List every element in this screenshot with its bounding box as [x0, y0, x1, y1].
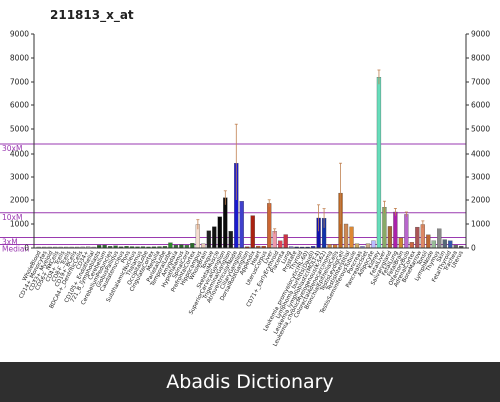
- y-tick-label-right: 8000: [471, 54, 490, 63]
- tissue-label: Lung: [281, 250, 293, 265]
- y-tick-label-left: 5000: [10, 125, 29, 134]
- bar: [327, 244, 332, 249]
- y-tick-label-left: 9000: [10, 30, 29, 39]
- y-tick-label-right: 0: [471, 244, 476, 253]
- bar: [250, 215, 255, 249]
- bar: [376, 77, 382, 249]
- bar: [442, 239, 447, 249]
- y-tick-label-left: 6000: [10, 101, 29, 110]
- bar: [217, 216, 222, 249]
- bar: [415, 226, 420, 249]
- reference-line-label: 3xM: [2, 237, 18, 246]
- watermark-text: Abadis Dictionary: [166, 371, 334, 393]
- reference-line-label: 30xM: [2, 144, 22, 153]
- y-tick-label-left: 7000: [10, 78, 29, 87]
- bar: [267, 203, 272, 249]
- y-tick-label-right: 2000: [471, 196, 490, 205]
- bar: [354, 243, 360, 249]
- bar: [201, 243, 206, 249]
- bar: [212, 226, 217, 249]
- bar: [239, 201, 244, 249]
- probe-title: 211813_x_at: [50, 8, 134, 23]
- bar: [343, 223, 349, 249]
- y-tick-label-right: 6000: [471, 101, 490, 110]
- chart-background: [0, 0, 500, 362]
- y-tick-label-left: 2000: [10, 196, 29, 205]
- y-tick-label-right: 3000: [471, 173, 490, 182]
- bar: [283, 234, 288, 249]
- bar: [223, 197, 228, 249]
- bar: [206, 230, 211, 249]
- bar: [272, 231, 277, 249]
- bar: [179, 244, 184, 249]
- y-tick-label-right: 1000: [471, 220, 490, 229]
- bar: [448, 240, 453, 249]
- bar: [426, 234, 431, 249]
- bar: [382, 207, 387, 249]
- bar: [278, 240, 283, 249]
- axes-group: 0 0 1000 1000 2000 2000 3000 3000 4000 4000 5000 50…: [10, 30, 490, 253]
- bar: [387, 226, 393, 249]
- bar: [404, 214, 409, 249]
- y-tick-label-left: 8000: [10, 54, 29, 63]
- bar: [190, 243, 195, 249]
- bar: [228, 231, 233, 249]
- bar: [332, 244, 338, 249]
- bar: [349, 226, 354, 249]
- reference-line-label: 10xM: [2, 213, 22, 222]
- tissue-label: Pons: [120, 250, 131, 264]
- y-tick-label-left: 3000: [10, 173, 29, 182]
- bar: [431, 240, 436, 249]
- y-tick-label-left: 0: [24, 244, 29, 253]
- bar: [437, 228, 442, 249]
- bar: [409, 242, 414, 249]
- bar: [398, 237, 404, 249]
- bar: [168, 242, 173, 249]
- watermark-banner: Abadis Dictionary: [0, 362, 500, 402]
- y-tick-label-left: 4000: [10, 150, 29, 159]
- bar: [365, 243, 371, 249]
- y-tick-label-right: 5000: [471, 125, 490, 134]
- bar: [393, 211, 398, 249]
- bar: [371, 240, 376, 249]
- y-tick-label-left: 1000: [10, 220, 29, 229]
- y-tick-label-right: 4000: [471, 150, 490, 159]
- y-tick-label-right: 7000: [471, 78, 490, 87]
- y-tick-label-right: 9000: [471, 30, 490, 39]
- reference-line-label: Median: [2, 244, 30, 253]
- tissue-label: Skin: [436, 250, 447, 264]
